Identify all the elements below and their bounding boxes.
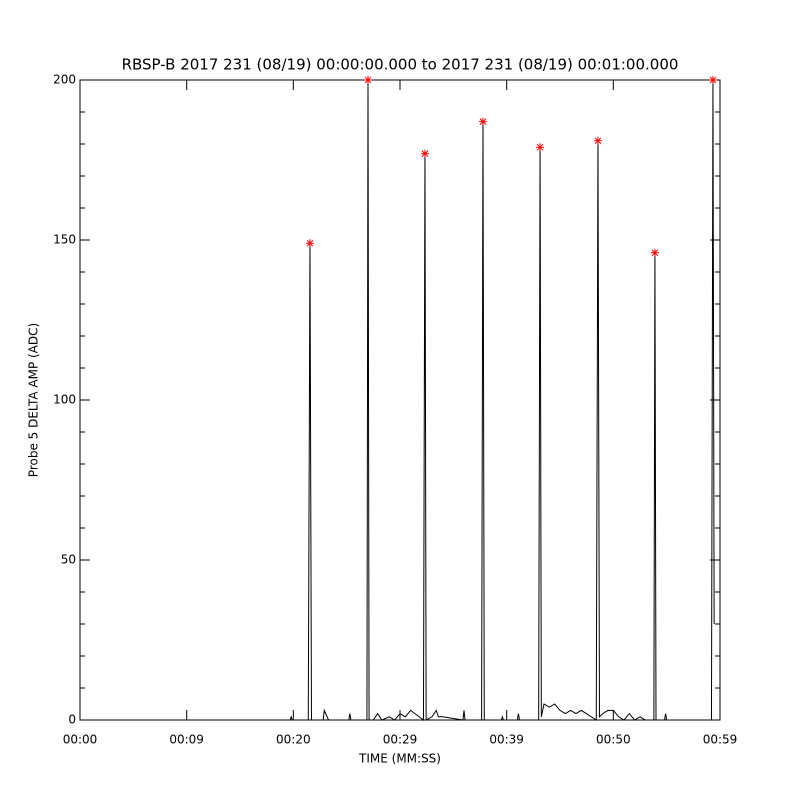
y-tick-label: 50 [61, 553, 76, 567]
y-tick-label: 100 [53, 393, 76, 407]
x-tick-label: 00:59 [703, 733, 738, 747]
chart-title: RBSP-B 2017 231 (08/19) 00:00:00.000 to … [122, 56, 679, 74]
plot-frame [79, 79, 721, 721]
x-tick-label: 00:09 [169, 733, 204, 747]
peak-marker [478, 117, 487, 126]
y-tick-label: 150 [53, 233, 76, 247]
peak-marker [650, 248, 659, 257]
peak-marker [364, 76, 372, 84]
x-tick-label: 00:39 [489, 733, 524, 747]
x-tick-label: 00:00 [63, 733, 98, 747]
peak-marker [708, 76, 717, 84]
y-axis-label: Probe 5 DELTA AMP (ADC) [27, 323, 41, 477]
x-axis-label: TIME (MM:SS) [358, 752, 441, 766]
x-tick-label: 00:29 [383, 733, 418, 747]
data-line [80, 79, 715, 721]
y-tick-label: 0 [68, 713, 76, 727]
y-tick-label: 200 [53, 73, 76, 87]
peak-marker [420, 149, 429, 158]
peak-marker [593, 136, 602, 145]
peak-marker [536, 143, 545, 152]
peak-marker [305, 239, 314, 248]
x-tick-label: 00:50 [596, 733, 631, 747]
x-tick-label: 00:20 [276, 733, 311, 747]
